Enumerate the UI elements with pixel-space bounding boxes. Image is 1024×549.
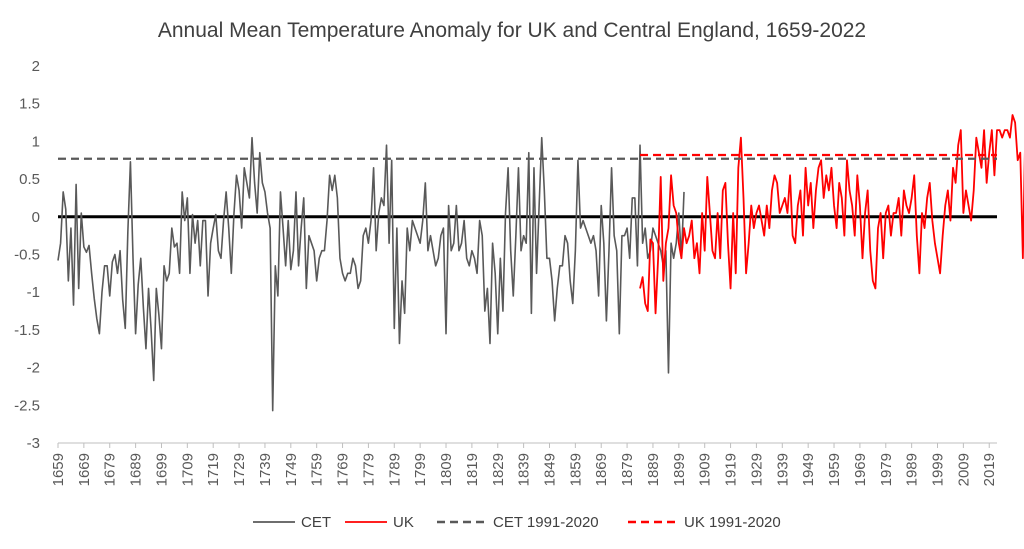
x-tick-label: 1879 [619, 453, 636, 486]
x-tick-label: 1979 [878, 453, 895, 486]
y-tick-label: -2.5 [14, 397, 40, 414]
x-tick-label: 1749 [283, 453, 300, 486]
x-tick-label: 1939 [774, 453, 791, 486]
y-tick-label: -2 [27, 360, 40, 377]
x-tick-label: 1909 [697, 453, 714, 486]
x-tick-label: 1689 [128, 453, 145, 486]
x-tick-label: 1859 [567, 453, 584, 486]
chart-title: Annual Mean Temperature Anomaly for UK a… [158, 19, 866, 42]
x-tick-label: 1869 [593, 453, 610, 486]
x-tick-label: 1969 [852, 453, 869, 486]
legend-label: CET [301, 514, 331, 531]
x-tick-label: 1919 [723, 453, 740, 486]
y-tick-label: -1 [27, 284, 40, 301]
x-tick-label: 1729 [231, 453, 248, 486]
legend-label: UK 1991-2020 [684, 514, 781, 531]
legend-label: CET 1991-2020 [493, 514, 599, 531]
x-tick-label: 1739 [257, 453, 274, 486]
y-tick-label: 1 [32, 133, 40, 150]
y-tick-label: 1.5 [19, 96, 40, 113]
x-tick-label: 1949 [800, 453, 817, 486]
legend: CET UK CET 1991-2020 UK 1991-2020 [253, 514, 781, 531]
y-axis: 2 1.5 1 0.5 0 -0.5 -1 -1.5 -2 -2.5 -3 [14, 58, 40, 452]
x-tick-label: 1839 [516, 453, 533, 486]
x-tick-label: 1809 [438, 453, 455, 486]
x-tick-label: 1959 [826, 453, 843, 486]
x-axis: 1659 1669 1679 1689 1699 1709 1719 1729 1739 1749… [50, 442, 998, 486]
y-tick-label: -1.5 [14, 322, 40, 339]
x-tick-label: 1899 [671, 453, 688, 486]
series-line-uk [639, 114, 1024, 315]
x-tick-label: 1709 [179, 453, 196, 486]
x-tick-label: 1719 [205, 453, 222, 486]
x-tick-label: 1799 [412, 453, 429, 486]
plot-area [57, 114, 1024, 412]
x-tick-label: 1999 [930, 453, 947, 486]
x-tick-label: 1679 [102, 453, 119, 486]
y-tick-label: 0 [32, 209, 40, 226]
x-tick-label: 1669 [76, 453, 93, 486]
x-tick-label: 1989 [904, 453, 921, 486]
x-tick-label: 1769 [335, 453, 352, 486]
x-tick-label: 1659 [50, 453, 67, 486]
series-line-cet [57, 136, 685, 412]
x-tick-label: 1819 [464, 453, 481, 486]
y-tick-label: -3 [27, 435, 40, 452]
y-tick-label: -0.5 [14, 247, 40, 264]
x-tick-label: 1889 [645, 453, 662, 486]
x-tick-label: 1929 [748, 453, 765, 486]
x-tick-label: 1789 [386, 453, 403, 486]
x-tick-label: 2009 [955, 453, 972, 486]
x-tick-label: 1759 [309, 453, 326, 486]
x-tick-label: 1779 [360, 453, 377, 486]
y-tick-label: 0.5 [19, 171, 40, 188]
x-tick-label: 1849 [541, 453, 558, 486]
x-tick-label: 1829 [490, 453, 507, 486]
x-tick-label: 1699 [153, 453, 170, 486]
y-tick-label: 2 [32, 58, 40, 75]
legend-label: UK [393, 514, 414, 531]
x-tick-label: 2019 [981, 453, 998, 486]
